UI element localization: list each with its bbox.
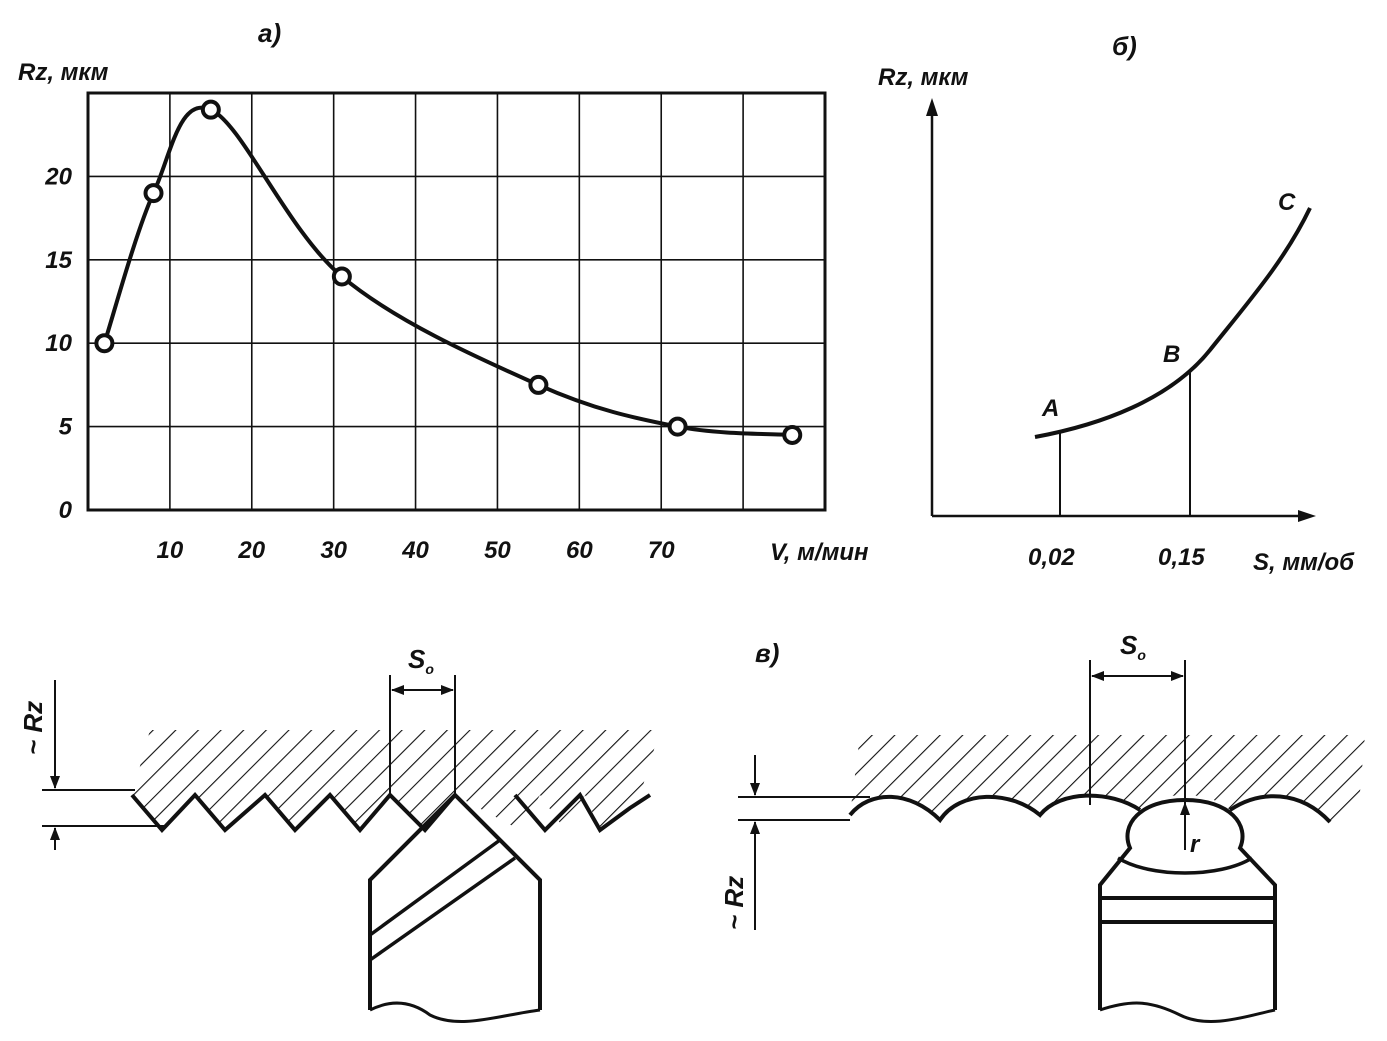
y-tick-label: 15 xyxy=(45,247,72,274)
panel-b-x-arrow xyxy=(1298,510,1316,522)
data-point-marker xyxy=(528,374,549,395)
radius-cutter-tip-line xyxy=(1117,856,1253,875)
rz-label-right: ~ Rz xyxy=(719,876,749,930)
scallop-profile-right xyxy=(848,793,1142,824)
rz-label-left: ~ Rz xyxy=(18,701,48,755)
rz-arrow-right-a xyxy=(750,783,760,796)
feed-arrow-right-b xyxy=(1171,671,1184,681)
panel-b: б) Rz, мкм A B C 0,02 0,15 S, мм/об xyxy=(878,31,1355,576)
data-point-marker xyxy=(94,333,115,354)
data-point-marker xyxy=(667,416,688,437)
x-tick-label: 10 xyxy=(157,537,184,564)
x-tick-label: 40 xyxy=(401,537,429,564)
x-tick-label: 50 xyxy=(484,537,511,564)
scallop-profile-right-2 xyxy=(1228,794,1332,824)
sharp-cutter-band-1 xyxy=(368,838,502,937)
feed-label-left: So xyxy=(408,644,434,677)
panel-c-right: в) r So ~ Rz xyxy=(719,630,1365,1023)
panel-b-y-arrow xyxy=(926,98,938,116)
rough-profile-left-2 xyxy=(513,791,652,833)
panel-b-label: б) xyxy=(1112,31,1137,61)
x-tick-label: 60 xyxy=(566,537,593,564)
data-point-marker xyxy=(200,99,221,120)
panel-c-label: в) xyxy=(755,638,779,668)
radius-cutter-break xyxy=(1099,1001,1276,1023)
panel-b-x-tick-1: 0,02 xyxy=(1028,544,1075,571)
data-point-marker xyxy=(782,424,803,445)
radius-arrow xyxy=(1180,802,1190,815)
y-tick-label: 20 xyxy=(44,163,72,190)
panel-a-markers xyxy=(94,99,803,445)
panel-a-y-ticks: 0 5 10 15 20 xyxy=(44,163,72,524)
rz-arrow-left-b xyxy=(50,827,60,840)
sharp-cutter-band-2 xyxy=(368,856,517,962)
y-tick-label: 5 xyxy=(59,414,73,441)
panel-a-grid xyxy=(86,91,827,512)
panel-a-x-ticks: 10 20 30 40 50 60 70 xyxy=(157,537,676,564)
x-tick-label: 20 xyxy=(237,537,265,564)
panel-b-point-c: C xyxy=(1278,189,1296,216)
panel-a-label: а) xyxy=(258,18,281,48)
feed-arrow-right-a xyxy=(1091,671,1104,681)
radius-cutter xyxy=(1098,797,1277,1010)
rz-arrow-left-a xyxy=(50,776,60,789)
panel-a: а) Rz, мкм V, м/мин 0 5 10 15 20 10 20 30 40 50 6… xyxy=(18,18,869,566)
y-tick-label: 0 xyxy=(59,497,73,524)
data-point-marker xyxy=(331,266,352,287)
panel-b-point-b: B xyxy=(1163,341,1180,368)
panel-a-x-title: V, м/мин xyxy=(770,539,869,566)
panel-a-y-title: Rz, мкм xyxy=(18,59,109,86)
feed-arrow-left-a xyxy=(391,685,404,695)
sharp-cutter-break xyxy=(369,1001,541,1023)
x-tick-label: 30 xyxy=(320,537,347,564)
panel-b-x-title: S, мм/об xyxy=(1253,549,1355,576)
rz-arrow-right-b xyxy=(750,821,760,834)
panel-b-curve xyxy=(1034,207,1312,439)
data-point-marker xyxy=(143,183,164,204)
feed-arrow-left-b xyxy=(441,685,454,695)
radius-label: r xyxy=(1190,831,1201,858)
panel-c-left: So ~ Rz xyxy=(18,644,660,1023)
panel-a-curve xyxy=(102,105,793,437)
workpiece-hatch-right xyxy=(850,735,1365,822)
panel-b-x-tick-2: 0,15 xyxy=(1158,544,1205,571)
feed-label-right: So xyxy=(1120,630,1146,663)
sharp-cutter xyxy=(368,792,542,1010)
panel-a-frame xyxy=(86,91,827,512)
y-tick-label: 10 xyxy=(45,330,72,357)
panel-b-point-a: A xyxy=(1041,395,1059,422)
x-tick-label: 70 xyxy=(648,537,675,564)
panel-b-y-title: Rz, мкм xyxy=(878,64,969,91)
rough-profile-left xyxy=(130,792,457,834)
